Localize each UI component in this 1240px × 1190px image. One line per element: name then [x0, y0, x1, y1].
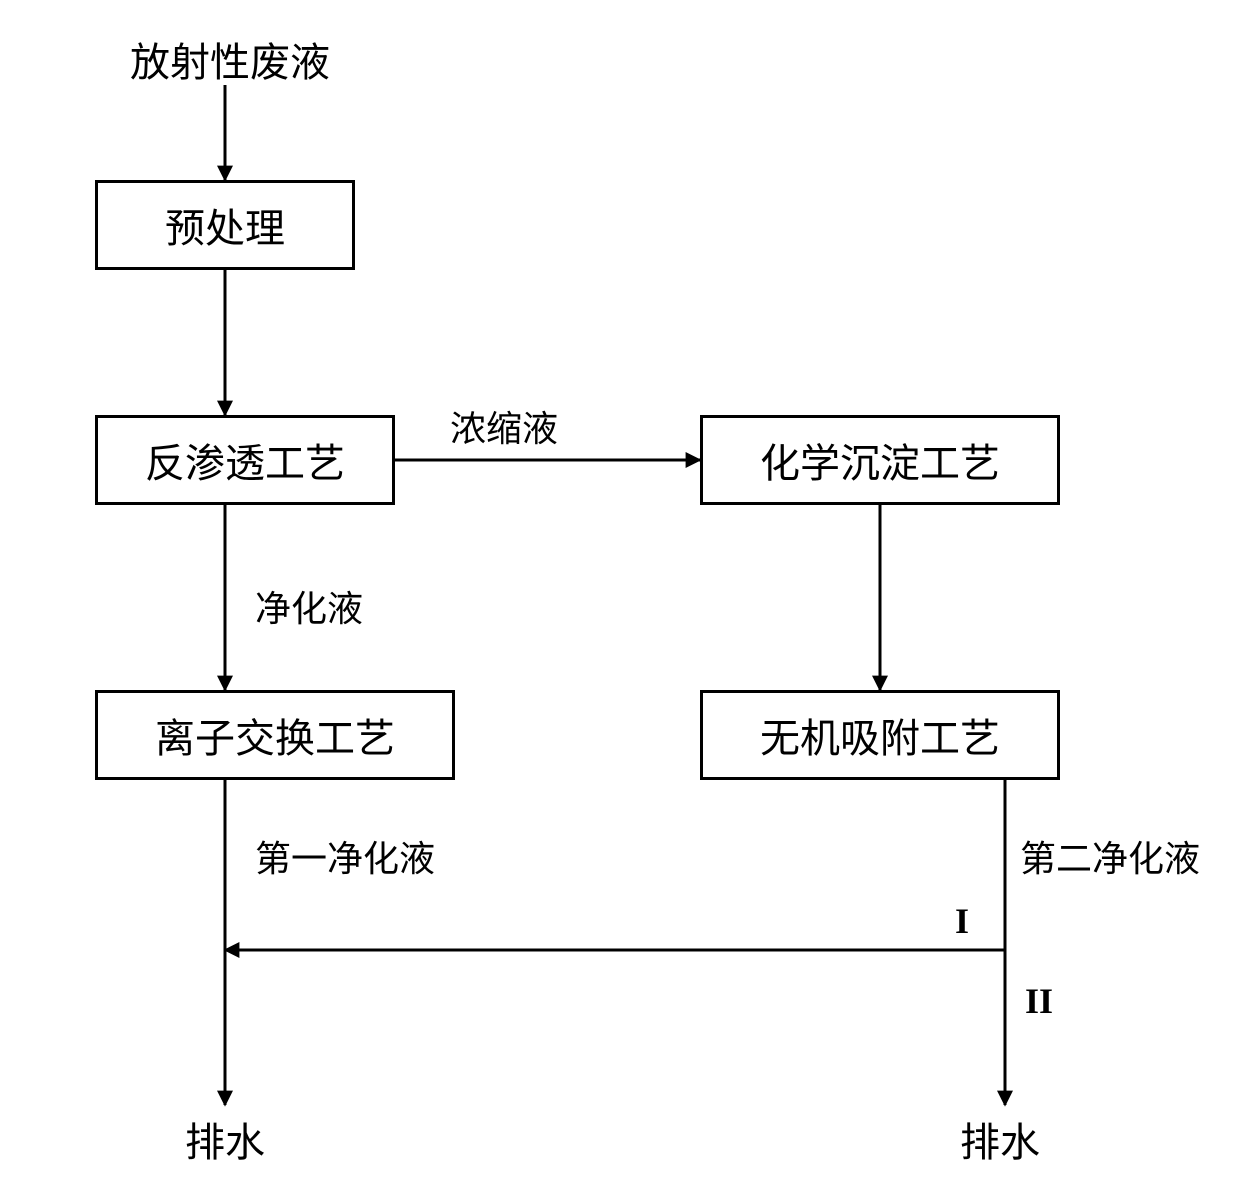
edge-label-e9: II — [1025, 980, 1053, 1022]
plain-label-drain2: 排水 — [960, 1110, 1040, 1168]
node-n1: 预处理 — [95, 180, 355, 270]
plain-label-drain1: 排水 — [185, 1110, 265, 1168]
node-n3: 化学沉淀工艺 — [700, 415, 1060, 505]
node-n4: 离子交换工艺 — [95, 690, 455, 780]
edge-label-e8: I — [955, 900, 969, 942]
edge-label-e7: 第二净化液 — [1020, 830, 1200, 882]
edge-label-e4: 净化液 — [255, 580, 363, 632]
node-label-n5: 无机吸附工艺 — [760, 706, 1000, 764]
node-n5: 无机吸附工艺 — [700, 690, 1060, 780]
edge-label-e3: 浓缩液 — [450, 400, 558, 452]
edges-layer — [0, 0, 1240, 1190]
edge-label-e6: 第一净化液 — [255, 830, 435, 882]
node-label-n4: 离子交换工艺 — [155, 706, 395, 764]
node-label-n3: 化学沉淀工艺 — [760, 431, 1000, 489]
node-label-n2: 反渗透工艺 — [145, 431, 345, 489]
flowchart-canvas: 浓缩液净化液第一净化液第二净化液III预处理反渗透工艺化学沉淀工艺离子交换工艺无… — [0, 0, 1240, 1190]
node-label-n1: 预处理 — [165, 196, 285, 254]
node-n2: 反渗透工艺 — [95, 415, 395, 505]
plain-label-start: 放射性废液 — [130, 30, 330, 88]
